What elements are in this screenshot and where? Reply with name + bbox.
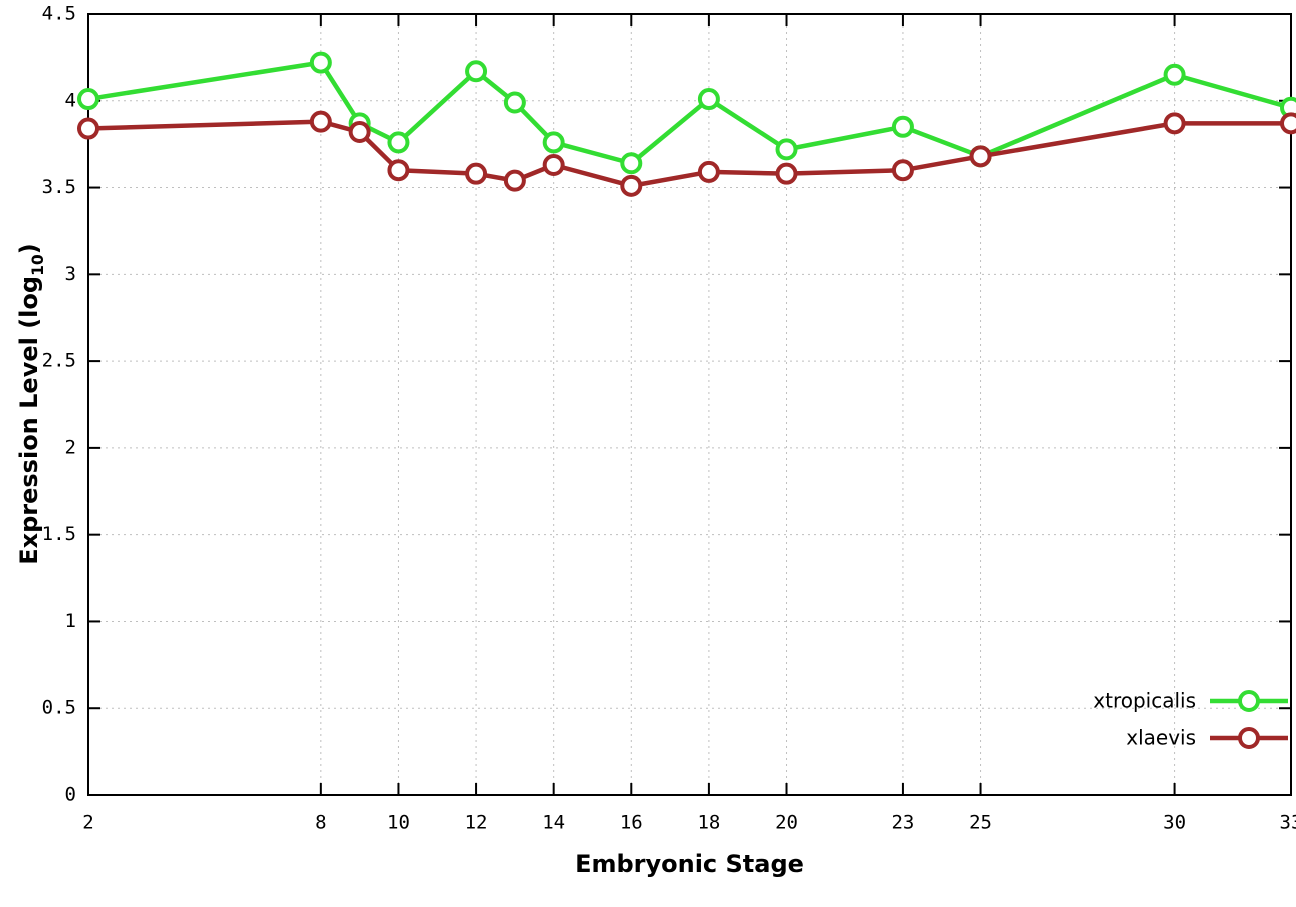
x-axis-title: Embryonic Stage xyxy=(575,850,804,878)
plot-border xyxy=(87,13,1292,796)
x-tick-label: 12 xyxy=(465,812,488,834)
y-tick-label: 1.5 xyxy=(42,523,76,545)
y-tick-label: 3.5 xyxy=(42,176,76,198)
y-tick-label: 3 xyxy=(65,263,76,285)
x-tick-label: 25 xyxy=(969,812,992,834)
x-tick-label: 2 xyxy=(82,812,93,834)
data-point-xtropicalis xyxy=(542,131,565,154)
x-tick-label: 10 xyxy=(387,812,410,834)
x-tick-label: 8 xyxy=(315,812,326,834)
legend-label-xtropicalis: xtropicalis xyxy=(1093,689,1196,713)
series-line-xlaevis xyxy=(85,119,1294,189)
data-point-xlaevis xyxy=(891,159,914,182)
grid xyxy=(87,13,1292,796)
data-point-xtropicalis xyxy=(309,51,332,74)
y-axis-title-main: Expression Level (log xyxy=(15,275,43,565)
data-point-xlaevis xyxy=(1280,112,1296,135)
x-tick-label: 30 xyxy=(1163,812,1186,834)
data-point-xlaevis xyxy=(969,145,992,168)
y-tick-label: 2 xyxy=(65,436,76,458)
y-tick-label: 1 xyxy=(65,610,76,632)
data-point-xtropicalis xyxy=(891,115,914,138)
legend-marker-xtropicalis xyxy=(1238,690,1260,712)
data-point-xtropicalis xyxy=(387,131,410,154)
data-point-xtropicalis xyxy=(697,88,720,111)
data-point-xtropicalis xyxy=(77,88,99,111)
data-point-xlaevis xyxy=(77,117,99,140)
data-point-xlaevis xyxy=(542,153,565,176)
y-axis-title-subscript: 10 xyxy=(28,254,47,276)
data-point-xlaevis xyxy=(465,162,488,185)
tick-marks xyxy=(87,13,1292,796)
data-point-xlaevis xyxy=(775,162,798,185)
x-tick-label: 14 xyxy=(542,812,565,834)
y-tick-label: 4.5 xyxy=(42,3,76,25)
data-point-xtropicalis xyxy=(775,138,798,161)
y-tick-label: 2.5 xyxy=(42,350,76,372)
legend: xtropicalis xlaevis xyxy=(1093,689,1288,750)
y-tick-label: 4 xyxy=(65,89,76,111)
data-point-xlaevis xyxy=(387,159,410,182)
data-point-xlaevis xyxy=(1163,112,1186,135)
series-line-xtropicalis xyxy=(85,60,1294,166)
x-tick-label: 23 xyxy=(891,812,914,834)
data-point-xlaevis xyxy=(503,169,526,192)
data-point-xlaevis xyxy=(348,121,371,144)
data-point-xtropicalis xyxy=(1163,63,1186,86)
y-axis-title-close: ) xyxy=(15,243,43,255)
legend-label-xlaevis: xlaevis xyxy=(1126,726,1196,750)
x-tick-label: 18 xyxy=(697,812,720,834)
x-tick-label: 33 xyxy=(1280,812,1296,834)
data-point-xlaevis xyxy=(697,160,720,183)
data-point-xtropicalis xyxy=(465,60,488,83)
data-point-xtropicalis xyxy=(503,91,526,114)
y-axis-title: Expression Level (log10) xyxy=(15,4,47,804)
x-tick-label: 16 xyxy=(620,812,643,834)
legend-marker-xlaevis xyxy=(1238,727,1260,749)
data-point-xlaevis xyxy=(620,174,643,197)
y-tick-label: 0 xyxy=(65,784,76,806)
data-point-xlaevis xyxy=(309,110,332,133)
x-tick-label: 20 xyxy=(775,812,798,834)
data-point-xtropicalis xyxy=(620,152,643,175)
y-tick-label: 0.5 xyxy=(42,697,76,719)
